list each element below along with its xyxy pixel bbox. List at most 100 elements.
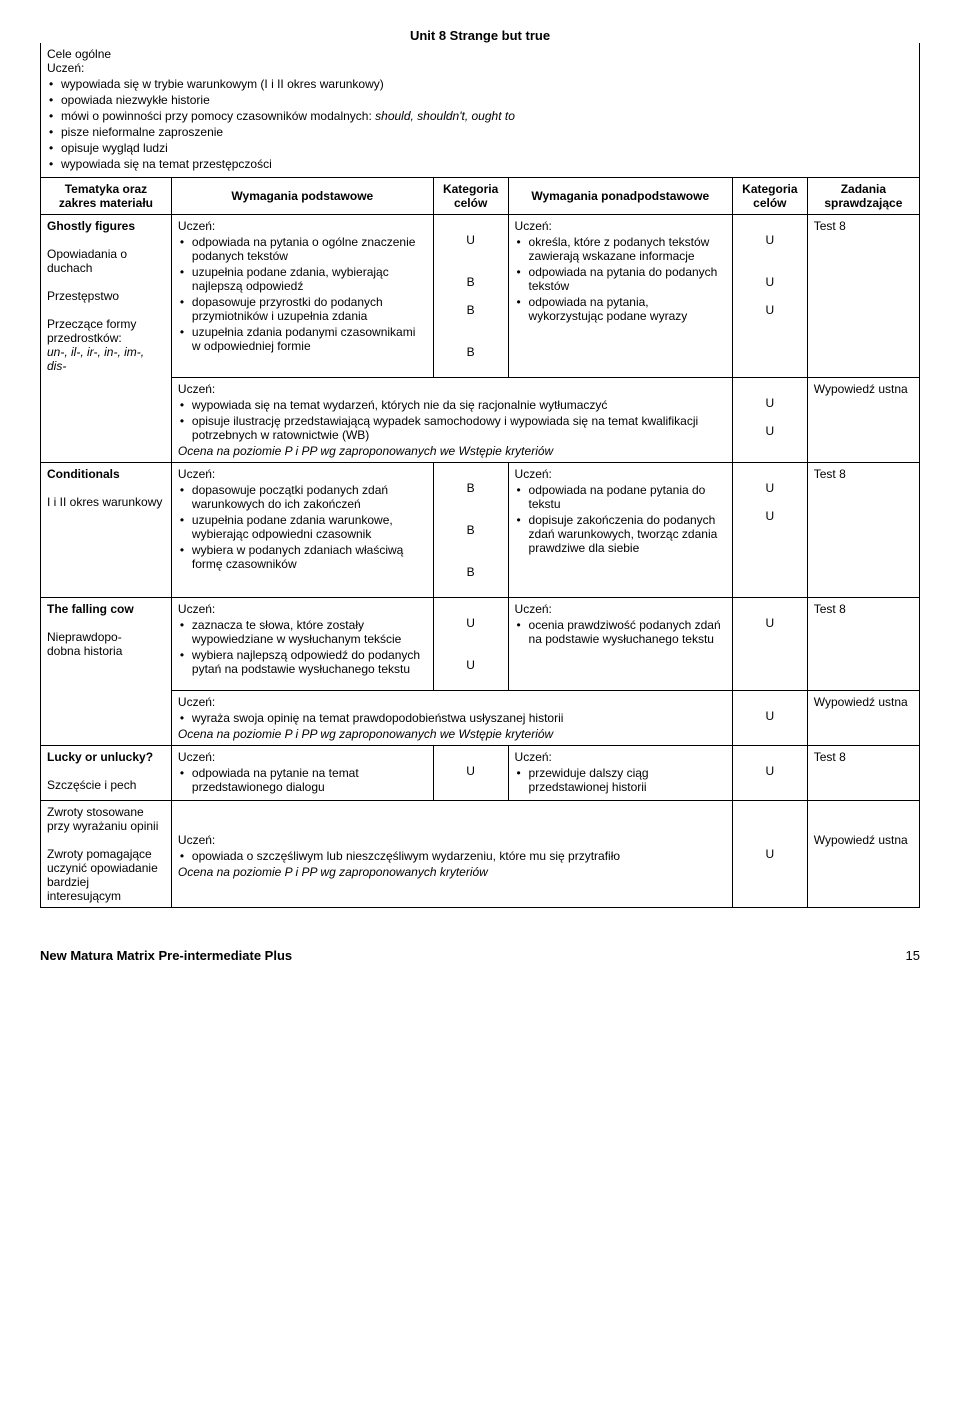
uczen-label: Uczeń: (515, 602, 726, 616)
table-row: Zwroty stosowane przy wyrażaniu opinii Z… (41, 801, 920, 908)
cat-val: B (440, 303, 502, 317)
table-row: Ghostly figures Opowiadania o duchach Pr… (41, 215, 920, 378)
uczen-label: Uczeń: (515, 467, 726, 481)
uczen-label: Uczeń: (178, 833, 726, 847)
cat-val: B (440, 523, 502, 537)
intro-cell: Cele ogólne Uczeń: wypowiada się w trybi… (41, 43, 920, 178)
cat-val: U (739, 303, 801, 317)
main-table: Cele ogólne Uczeń: wypowiada się w trybi… (40, 43, 920, 908)
uczen-label: Uczeń: (178, 219, 427, 233)
list-item: przewiduje dalszy ciąg przedstawionej hi… (529, 766, 726, 794)
unit-title: Unit 8 Strange but true (40, 28, 920, 43)
list-item: uzupełnia podane zdania warunkowe, wybie… (192, 513, 427, 541)
list-item: wybiera w podanych zdaniach właściwą for… (192, 543, 427, 571)
list-item: uzupełnia podane zdania, wybierając najl… (192, 265, 427, 293)
list-item: wypowiada się na temat wydarzeń, których… (192, 398, 726, 412)
topic-text: Szczęście i pech (47, 778, 165, 792)
uczen-label: Uczeń: (178, 467, 427, 481)
topic-text: Nieprawdopo-dobna historia (47, 630, 165, 658)
intro-heading: Cele ogólne (47, 47, 913, 61)
topic-cell: Ghostly figures Opowiadania o duchach Pr… (41, 215, 172, 463)
cat2-cell: U (732, 746, 807, 801)
topic-cell: Lucky or unlucky? Szczęście i pech (41, 746, 172, 801)
list-item: wyraża swoja opinię na temat prawdopodob… (192, 711, 726, 725)
cat1-cell: U U (433, 598, 508, 691)
list-item: uzupełnia zdania podanymi czasownikami w… (192, 325, 427, 353)
span-cell: Uczeń: wyraża swoja opinię na temat praw… (171, 691, 732, 746)
task-text: Wypowiedź ustna (814, 833, 908, 847)
list-item: odpowiada na pytania, wykorzystując poda… (529, 295, 726, 323)
footer-page-number: 15 (906, 948, 920, 963)
task-cell: Test 8 (807, 746, 919, 801)
list-item: ocenia prawdziwość podanych zdań na pods… (529, 618, 726, 646)
list-item: dopasowuje początki podanych zdań warunk… (192, 483, 427, 511)
col-topic-header: Tematyka oraz zakres materiału (41, 178, 172, 215)
list-item: odpowiada na pytania o ogólne znaczenie … (192, 235, 427, 263)
uczen-label: Uczeń: (515, 750, 726, 764)
uczen-label: Uczeń: (515, 219, 726, 233)
footer-left: New Matura Matrix Pre-intermediate Plus (40, 948, 292, 963)
basic-cell: Uczeń: zaznacza te słowa, które zostały … (171, 598, 433, 691)
cat-val: U (739, 509, 801, 523)
basic-cell: Uczeń: odpowiada na pytania o ogólne zna… (171, 215, 433, 378)
col-task-header: Zadania sprawdzające (807, 178, 919, 215)
table-row: The falling cow Nieprawdopo-dobna histor… (41, 598, 920, 691)
above-cell: Uczeń: przewiduje dalszy ciąg przedstawi… (508, 746, 732, 801)
topic-bold: Lucky or unlucky? (47, 750, 165, 764)
table-row: Uczeń: wyraża swoja opinię na temat praw… (41, 691, 920, 746)
cat-val: U (739, 847, 801, 861)
col-basic-header: Wymagania podstawowe (171, 178, 433, 215)
cat-val: U (440, 616, 502, 630)
above-cell: Uczeń: określa, które z podanych tekstów… (508, 215, 732, 378)
cat-val: U (739, 709, 801, 723)
basic-cell: Uczeń: dopasowuje początki podanych zdań… (171, 463, 433, 598)
topic-text: Przeczące formy przedrostków: (47, 317, 165, 345)
topic-bold: Conditionals (47, 467, 165, 481)
list-item: dopisuje zakończenia do podanych zdań wa… (529, 513, 726, 555)
intro-item: opowiada niezwykłe historie (61, 93, 913, 107)
basic-cell: Uczeń: odpowiada na pytanie na temat prz… (171, 746, 433, 801)
uczen-label: Uczeń: (178, 602, 427, 616)
cat-val: U (739, 275, 801, 289)
topic-text: Zwroty pomagające uczynić opowiadanie ba… (47, 847, 165, 903)
intro-item: pisze nieformalne zaproszenie (61, 125, 913, 139)
task-cell: Test 8 (807, 463, 919, 598)
list-item: odpowiada na pytania do podanych tekstów (529, 265, 726, 293)
task-cell: Wypowiedź ustna (807, 691, 919, 746)
above-cell: Uczeń: odpowiada na podane pytania do te… (508, 463, 732, 598)
intro-uczen: Uczeń: (47, 61, 913, 75)
cat2-cell: U U U (732, 215, 807, 378)
cat2-cell: U U (732, 463, 807, 598)
span-cell: Uczeń: opowiada o szczęśliwym lub nieszc… (171, 801, 732, 908)
header-row: Tematyka oraz zakres materiału Wymagania… (41, 178, 920, 215)
cat-val: U (440, 764, 502, 778)
cat-val: U (440, 233, 502, 247)
list-item: opowiada o szczęśliwym lub nieszczęśliwy… (192, 849, 726, 863)
cat-val: U (739, 764, 801, 778)
task-cell: Wypowiedź ustna (807, 801, 919, 908)
topic-text: Zwroty stosowane przy wyrażaniu opinii (47, 805, 165, 833)
intro-list: wypowiada się w trybie warunkowym (I i I… (47, 77, 913, 171)
cat-val: U (739, 424, 801, 438)
topic-cell: Conditionals I i II okres warunkowy (41, 463, 172, 598)
task-cell: Wypowiedź ustna (807, 378, 919, 463)
footer: New Matura Matrix Pre-intermediate Plus … (40, 948, 920, 963)
list-item: odpowiada na pytanie na temat przedstawi… (192, 766, 427, 794)
col-cat2-header: Kategoria celów (732, 178, 807, 215)
intro-italic: should, shouldn't, ought to (375, 109, 515, 123)
cat-val: B (440, 345, 502, 359)
cat2-cell: U U (732, 378, 807, 463)
topic-bold: Ghostly figures (47, 219, 165, 233)
intro-item: mówi o powinności przy pomocy czasownikó… (61, 109, 913, 123)
cat-val: U (739, 396, 801, 410)
span-note: Ocena na poziomie P i PP wg zaproponowan… (178, 727, 726, 741)
cat-val: B (440, 275, 502, 289)
span-note: Ocena na poziomie P i PP wg zaproponowan… (178, 865, 726, 879)
above-cell: Uczeń: ocenia prawdziwość podanych zdań … (508, 598, 732, 691)
span-cell: Uczeń: wypowiada się na temat wydarzeń, … (171, 378, 732, 463)
topic-cell: The falling cow Nieprawdopo-dobna histor… (41, 598, 172, 746)
intro-item: wypowiada się w trybie warunkowym (I i I… (61, 77, 913, 91)
cat-val: U (739, 481, 801, 495)
list-item: dopasowuje przyrostki do podanych przymi… (192, 295, 427, 323)
list-item: opisuje ilustrację przedstawiającą wypad… (192, 414, 726, 442)
